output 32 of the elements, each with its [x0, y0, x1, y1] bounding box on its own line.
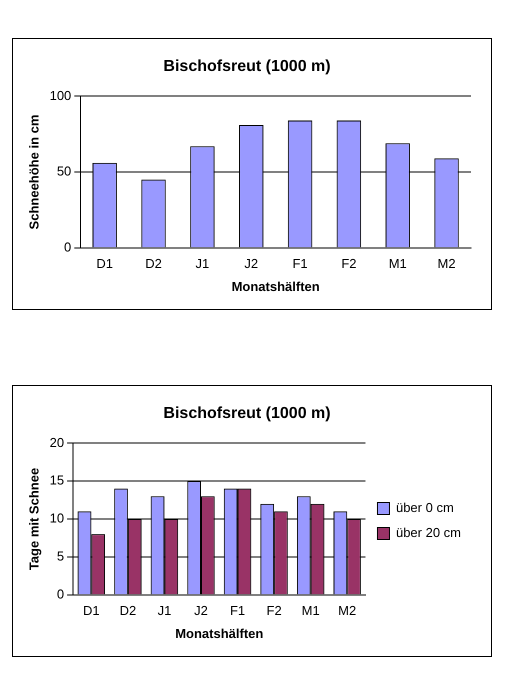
x-tick-label: D1 — [83, 603, 100, 618]
x-axis-title: Monatshälften — [232, 278, 320, 294]
x-tick-label: J2 — [244, 256, 258, 272]
x-tick-label: F1 — [230, 603, 246, 618]
x-tick-label: J1 — [158, 603, 172, 618]
x-tick-label: M1 — [302, 603, 320, 618]
chart-title: Bischofsreut (1000 m) — [163, 405, 331, 422]
y-tick-label: 0 — [56, 586, 64, 602]
x-tick-label: J1 — [196, 256, 210, 272]
legend-label: über 20 cm — [396, 525, 462, 540]
x-tick-label: F2 — [341, 256, 356, 272]
x-tick-label: F1 — [292, 256, 308, 272]
x-tick-label: D1 — [96, 256, 114, 272]
x-tick-label: F2 — [266, 603, 282, 618]
legend-label: über 0 cm — [396, 500, 454, 516]
y-tick-label: 20 — [50, 434, 64, 450]
y-tick-label: 5 — [56, 548, 64, 564]
y-tick-label: 50 — [56, 164, 72, 179]
x-tick-label: M2 — [338, 603, 356, 618]
x-tick-label: D2 — [145, 256, 162, 272]
y-tick-label: 0 — [64, 239, 72, 254]
x-tick-label: M1 — [388, 256, 407, 272]
x-tick-label: J2 — [194, 603, 208, 618]
y-tick-label: 15 — [50, 472, 64, 488]
x-tick-label: D2 — [120, 603, 136, 618]
x-axis-title: Monatshälften — [175, 626, 264, 641]
y-tick-label: 10 — [50, 510, 64, 526]
x-tick-label: M2 — [438, 256, 456, 272]
chart-title: Bischofsreut (1000 m) — [163, 58, 331, 76]
y-tick-label: 100 — [50, 88, 72, 103]
y-axis-title: Schneehöhe in cm — [26, 114, 42, 230]
y-axis-title: Tage mit Schnee — [26, 468, 42, 570]
